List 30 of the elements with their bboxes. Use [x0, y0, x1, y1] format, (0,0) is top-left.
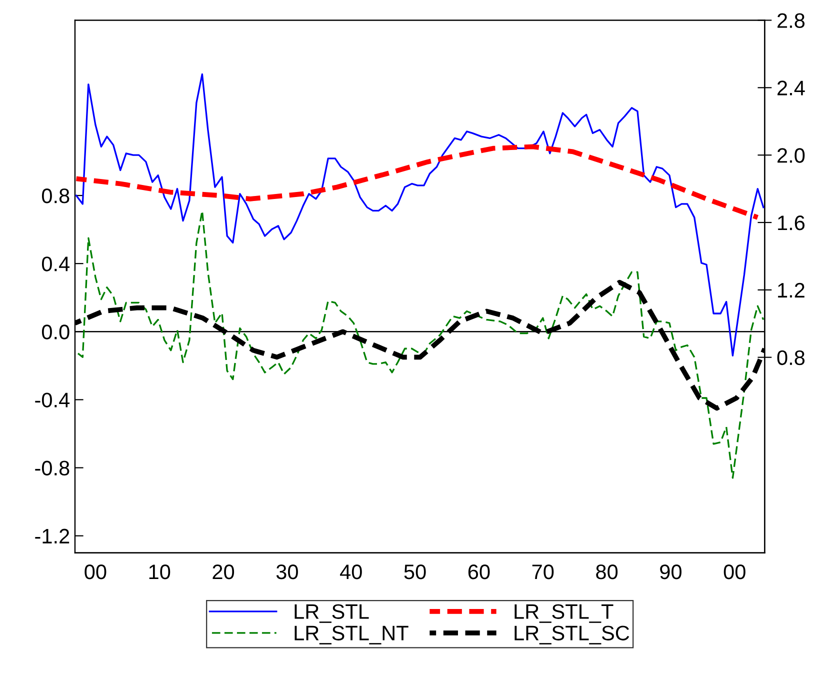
y-tick-label: 0.4 [42, 256, 70, 272]
x-tick-label: 40 [340, 564, 362, 580]
line-series [75, 210, 764, 479]
line-series [75, 73, 764, 356]
y-tick-label: -0.8 [35, 460, 70, 476]
x-tick-label: 70 [532, 564, 554, 580]
y2-tick-label: 2.4 [778, 80, 805, 96]
x-tick-label: 00 [724, 564, 746, 580]
x-tick-label: 30 [276, 564, 298, 580]
y-tick-label: 0.8 [42, 188, 70, 204]
x-tick-label: 90 [660, 564, 682, 580]
x-tick-label: 80 [596, 564, 618, 580]
legend-label: LR_STL_SC [514, 626, 630, 644]
y2-tick-label: 2.0 [778, 148, 805, 163]
x-tick-label: 10 [149, 564, 170, 580]
line-series [74, 144, 760, 220]
x-tick-label: 20 [212, 564, 234, 580]
x-tick-label: 00 [84, 564, 106, 580]
y2-tick-label: 0.8 [777, 350, 805, 366]
y2-tick-label: 1.2 [778, 282, 804, 298]
y-tick-label: -1.2 [35, 528, 70, 544]
y2-tick-label: 1.6 [778, 215, 805, 230]
legend-label: LR_STL_NT [294, 626, 408, 644]
legend-label: LR_STL [294, 604, 369, 623]
y-tick-label: -0.4 [35, 392, 70, 408]
x-tick-label: 60 [468, 564, 490, 580]
x-tick-label: 50 [404, 564, 426, 580]
y2-tick-label: 2.8 [778, 13, 805, 28]
y-tick-label: 0.0 [42, 324, 70, 340]
legend-label: LR_STL_T [514, 604, 614, 623]
